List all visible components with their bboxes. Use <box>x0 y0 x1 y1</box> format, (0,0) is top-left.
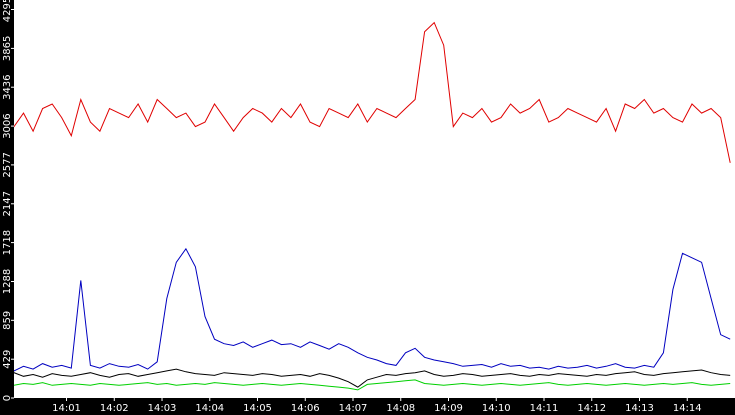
series-line <box>14 368 731 388</box>
plot-area <box>14 0 735 398</box>
y-tick-label: 3436 <box>2 74 13 99</box>
x-tick-label: 14:11 <box>530 403 559 414</box>
x-tick-label: 14:03 <box>148 403 177 414</box>
x-tick-label: 14:01 <box>52 403 81 414</box>
y-tick-label: 3865 <box>2 36 13 61</box>
x-tick-label: 14:04 <box>195 403 224 414</box>
x-tick-label: 14:12 <box>577 403 606 414</box>
x-tick-label: 14:02 <box>100 403 129 414</box>
x-tick-label: 14:08 <box>386 403 415 414</box>
x-tick-label: 14:09 <box>434 403 463 414</box>
y-tick-label: 3006 <box>2 113 13 138</box>
x-tick-label: 14:06 <box>291 403 320 414</box>
series-line <box>14 21 731 163</box>
y-tick-label: 429 <box>2 350 13 369</box>
y-tick-label: 2577 <box>2 152 13 177</box>
series-line <box>14 247 731 372</box>
series-line <box>14 379 731 391</box>
y-tick-label: 0 <box>2 395 13 401</box>
y-tick-label: 1718 <box>2 230 13 255</box>
x-tick-label: 14:05 <box>243 403 272 414</box>
x-tick-label: 14:07 <box>339 403 368 414</box>
x-tick-label: 14:10 <box>482 403 511 414</box>
x-tick-label: 14:13 <box>625 403 654 414</box>
y-tick-label: 1288 <box>2 269 13 294</box>
y-tick-label: 2147 <box>2 191 13 216</box>
y-tick-label: 4295 <box>2 0 13 22</box>
y-tick-label: 859 <box>2 311 13 330</box>
x-tick-label: 14:14 <box>673 403 702 414</box>
